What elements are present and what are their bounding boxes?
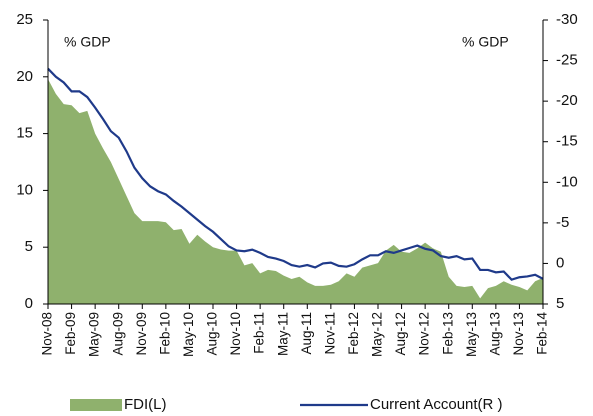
y2-tick-label: -15 xyxy=(556,133,578,150)
y2-tick-label: 5 xyxy=(556,295,564,312)
x-tick-label: Feb-09 xyxy=(63,312,78,355)
legend-swatch xyxy=(70,399,122,411)
y2-tick-label: -30 xyxy=(556,11,578,28)
x-tick-label: Nov-10 xyxy=(228,312,243,356)
y-tick-label: 25 xyxy=(16,11,33,28)
x-tick-label: Aug-12 xyxy=(393,312,408,356)
x-tick-label: Nov-11 xyxy=(322,312,337,355)
y-tick-label: 0 xyxy=(25,295,33,312)
y2-tick-label: -10 xyxy=(556,173,578,190)
y2-tick-label: -5 xyxy=(556,214,569,231)
legend-label: Current Account(R ) xyxy=(370,396,503,413)
x-tick-label: Nov-08 xyxy=(40,312,55,356)
x-tick-label: Aug-13 xyxy=(487,312,502,356)
x-tick-label: Feb-10 xyxy=(157,312,172,355)
y-tick-label: 20 xyxy=(16,68,33,85)
right-axis-unit: % GDP xyxy=(462,34,509,50)
x-tick-label: Feb-14 xyxy=(535,312,550,355)
x-tick-label: May-12 xyxy=(370,312,385,357)
y2-tick-label: -25 xyxy=(556,52,578,69)
x-tick-label: Nov-12 xyxy=(417,312,432,356)
legend-label: FDI(L) xyxy=(124,396,167,413)
x-tick-label: Nov-09 xyxy=(134,312,149,356)
current-account-line xyxy=(47,67,544,281)
x-tick-label: Feb-13 xyxy=(440,312,455,355)
x-tick-label: Feb-12 xyxy=(346,312,361,355)
y-tick-label: 5 xyxy=(25,238,33,255)
y-tick-label: 10 xyxy=(16,181,33,198)
x-tick-label: May-09 xyxy=(87,312,102,357)
x-tick-label: Aug-09 xyxy=(110,312,125,356)
y-tick-label: 15 xyxy=(16,125,33,142)
y2-tick-label: -20 xyxy=(556,92,578,109)
x-tick-label: May-13 xyxy=(464,312,479,357)
x-tick-label: Aug-11 xyxy=(299,312,314,355)
x-tick-label: Nov-13 xyxy=(511,312,526,356)
x-tick-label: May-11 xyxy=(275,312,290,356)
fdi-area xyxy=(48,79,543,305)
y2-tick-label: 0 xyxy=(556,254,564,271)
x-tick-label: May-10 xyxy=(181,312,196,357)
left-axis-unit: % GDP xyxy=(64,34,111,50)
x-tick-label: Feb-11 xyxy=(252,312,267,354)
x-tick-label: Aug-10 xyxy=(205,312,220,356)
